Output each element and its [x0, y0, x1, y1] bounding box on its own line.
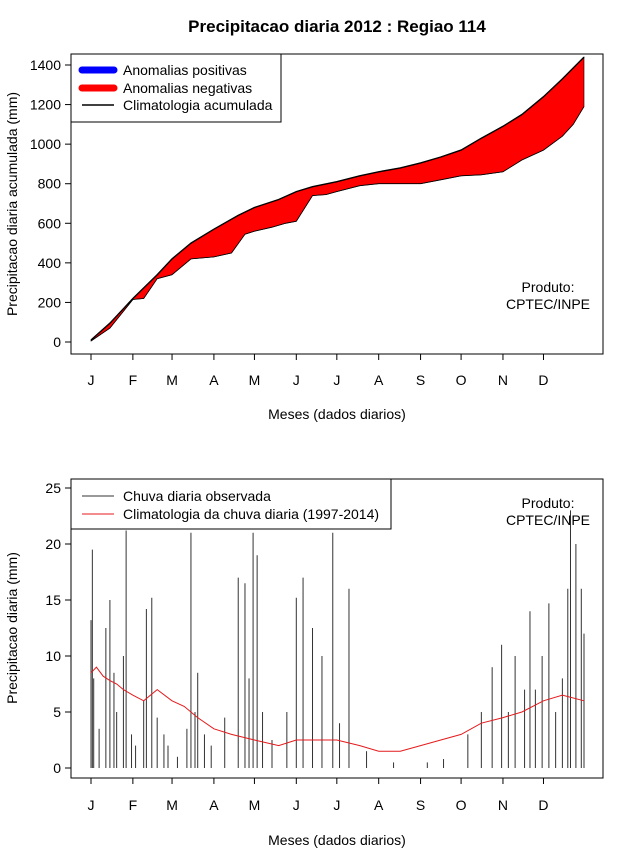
y-tick-label: 800	[38, 176, 62, 192]
x-tick-label: A	[209, 372, 219, 388]
x-tick-label: N	[498, 372, 508, 388]
x-tick-label: F	[129, 372, 138, 388]
x-axis-label-daily: Meses (dados diarios)	[268, 832, 406, 848]
x-tick-label: M	[166, 797, 178, 813]
x-tick-label: F	[129, 797, 138, 813]
y-axis-label-cumulative: Precipitacao diaria acumulada (mm)	[4, 92, 20, 316]
x-tick-label: A	[209, 797, 219, 813]
x-tick-label: A	[374, 797, 384, 813]
climatology-daily-line	[90, 666, 585, 752]
x-tick-label: M	[166, 372, 178, 388]
y-tick-label: 600	[38, 215, 62, 231]
product-note-line1: Produto:	[522, 279, 575, 295]
x-tick-label: D	[538, 372, 548, 388]
y-tick-label: 20	[45, 536, 61, 552]
y-axis-daily: 0 5 10 15 20 25	[45, 480, 71, 776]
observed-cumulative-line	[90, 106, 585, 342]
chart-title: Precipitacao diaria 2012 : Regiao 114	[188, 17, 486, 36]
x-tick-label: J	[88, 372, 95, 388]
legend-climatology-label: Climatologia acumulada	[123, 97, 273, 113]
y-tick-label: 5	[53, 704, 61, 720]
x-tick-label: S	[416, 797, 425, 813]
x-tick-label: J	[88, 797, 95, 813]
cumulative-chart: 0 200 400 600 800 1000 1200 1400 J F M A M J J A S O N D P…	[4, 53, 604, 422]
daily-chart: 0 5 10 15 20 25 J F M A M J J A S O N D Precipitacao dia…	[4, 478, 604, 848]
legend-positive-label: Anomalias positivas	[123, 62, 247, 78]
x-tick-label: J	[293, 797, 300, 813]
legend-daily: Chuva diaria observada Climatologia da c…	[70, 478, 392, 530]
y-axis-cumulative: 0 200 400 600 800 1000 1200 1400	[30, 57, 71, 350]
legend-observed-label: Chuva diaria observada	[123, 488, 271, 504]
y-axis-label-daily: Precipitacao diaria (mm)	[4, 552, 20, 704]
y-tick-label: 1200	[30, 97, 61, 113]
product-note-daily-line1: Produto:	[522, 495, 575, 511]
y-tick-label: 400	[38, 255, 62, 271]
x-tick-label: S	[416, 372, 425, 388]
product-note-daily-line2: CPTEC/INPE	[506, 512, 590, 528]
x-tick-label: N	[498, 797, 508, 813]
legend-negative-label: Anomalias negativas	[123, 80, 252, 96]
x-tick-label: J	[293, 372, 300, 388]
y-tick-label: 25	[45, 480, 61, 496]
y-tick-label: 1000	[30, 136, 61, 152]
x-tick-label: D	[538, 797, 548, 813]
x-tick-label: A	[374, 372, 384, 388]
x-tick-label: J	[333, 797, 340, 813]
y-tick-label: 10	[45, 648, 61, 664]
x-tick-label: O	[456, 372, 467, 388]
x-tick-label: M	[249, 372, 261, 388]
legend-climatology-daily-label: Climatologia da chuva diaria (1997-2014)	[123, 506, 379, 522]
y-tick-label: 0	[53, 334, 61, 350]
climatology-cumulative-line	[90, 56, 585, 341]
y-tick-label: 1400	[30, 57, 61, 73]
x-axis-label-cumulative: Meses (dados diarios)	[268, 406, 406, 422]
y-tick-label: 15	[45, 592, 61, 608]
observed-daily-bars	[90, 510, 585, 768]
y-tick-label: 200	[38, 294, 62, 310]
y-tick-label: 0	[53, 760, 61, 776]
x-tick-label: O	[456, 797, 467, 813]
product-note-line2: CPTEC/INPE	[506, 296, 590, 312]
legend-cumulative: Anomalias positivas Anomalias negativas …	[70, 53, 282, 123]
x-tick-label: J	[333, 372, 340, 388]
x-tick-label: M	[249, 797, 261, 813]
